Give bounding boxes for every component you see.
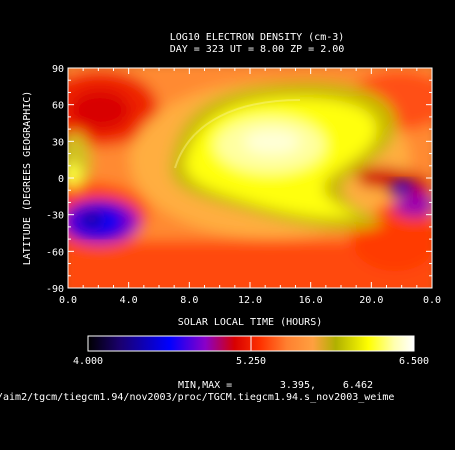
x-tick-label: 20.0: [359, 295, 383, 306]
x-tick-label: 8.0: [180, 295, 198, 306]
axis-ticks: [67, 67, 433, 289]
chart-subtitle: DAY = 323 UT = 8.00 ZP = 2.00: [170, 44, 345, 55]
y-axis-label: LATITUDE (DEGREES GEOGRAPHIC): [22, 91, 33, 266]
y-tick-label: 30: [52, 137, 64, 148]
colorbar-max-label: 6.500: [399, 356, 429, 367]
y-tick-label: 60: [52, 101, 64, 112]
x-tick-label: 0.0: [59, 295, 77, 306]
x-tick-labels: 0.0 4.0 8.0 12.0 16.0 20.0 0.0: [59, 295, 441, 306]
x-axis-label: SOLAR LOCAL TIME (HOURS): [178, 317, 323, 328]
x-tick-label: 4.0: [120, 295, 138, 306]
x-tick-label: 0.0: [423, 295, 441, 306]
y-tick-label: 0: [58, 174, 64, 185]
x-tick-label: 12.0: [238, 295, 262, 306]
colorbar-min-label: 4.000: [73, 356, 103, 367]
min-value: 3.395,: [280, 380, 316, 391]
minmax-label: MIN,MAX =: [178, 380, 232, 391]
chart-title: LOG10 ELECTRON DENSITY (cm-3): [170, 32, 345, 43]
y-tick-label: -30: [46, 211, 64, 222]
y-tick-label: -60: [46, 247, 64, 258]
y-tick-labels: 90 60 30 0 -30 -60 -90: [46, 64, 64, 295]
density-heatmap: [68, 68, 432, 288]
max-value: 6.462: [343, 380, 373, 391]
y-tick-label: -90: [46, 284, 64, 295]
y-tick-label: 90: [52, 64, 64, 75]
colorbar-mid-label: 5.250: [236, 356, 266, 367]
x-tick-label: 16.0: [299, 295, 323, 306]
footer-path: /aim2/tgcm/tiegcm1.94/nov2003/proc/TGCM.…: [0, 392, 394, 403]
